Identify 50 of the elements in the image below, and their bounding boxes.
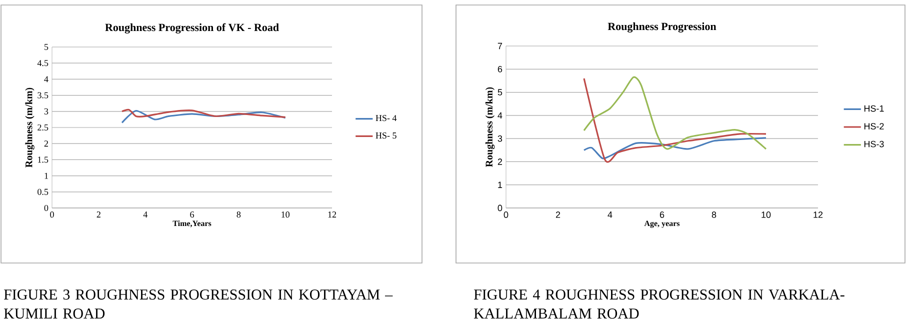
x-tick-label: 12	[328, 212, 336, 218]
x-tick-label: 12	[814, 212, 823, 218]
x-axis-title: Time,Years	[172, 220, 212, 228]
y-tick-label: 1	[498, 182, 502, 188]
legend-label: HS-2	[864, 123, 884, 130]
chart-title: Roughness Progression of VK - Road	[105, 23, 279, 34]
y-tick-label: 0.5	[38, 188, 48, 195]
x-tick-label: 0	[50, 212, 54, 218]
x-tick-label: 2	[556, 212, 560, 218]
x-tick-label: 0	[504, 212, 508, 218]
y-tick-label: 6	[498, 66, 502, 72]
caption: FIGURE 4 ROUGHNESS PROGRESSION IN VARKALA- KALLAMBALAM ROAD	[474, 290, 844, 319]
x-axis-title: Age, years	[644, 220, 680, 228]
y-tick-label: 5	[44, 44, 48, 50]
y-axis-title: Roughness (m/km)	[485, 87, 495, 167]
caption: FIGURE 3 ROUGHNESS PROGRESSION IN KOTTAYAM – KUMILI ROAD	[4, 290, 393, 319]
x-tick-label: 8	[236, 212, 241, 218]
legend-label: HS- 4	[376, 115, 397, 122]
y-tick-label: 1.5	[38, 156, 48, 163]
x-tick-label: 4	[143, 212, 148, 218]
chart-title: Roughness Progression	[608, 22, 716, 32]
x-tick-label: 8	[712, 212, 716, 218]
x-tick-label: 6	[660, 212, 664, 218]
y-tick-label: 3.5	[38, 92, 48, 98]
y-tick-label: 1	[44, 172, 48, 179]
y-tick-label: 0	[498, 204, 502, 212]
y-tick-label: 3	[44, 108, 48, 114]
x-tick-label: 6	[190, 212, 194, 218]
y-tick-label: 7	[498, 42, 502, 50]
legend-label: HS-3	[864, 140, 884, 148]
y-tick-label: 5	[498, 89, 502, 96]
y-tick-label: 0	[44, 204, 48, 212]
x-tick-label: 10	[282, 212, 290, 218]
line-series	[583, 137, 767, 160]
legend-label: HS- 5	[376, 132, 396, 139]
y-tick-label: 4	[44, 76, 48, 82]
y-tick-label: 4	[498, 112, 502, 119]
y-axis-title: Roughness (m/km)	[25, 88, 34, 168]
y-tick-label: 2	[498, 158, 502, 165]
line-series	[121, 108, 286, 118]
y-tick-label: 3	[498, 135, 502, 142]
y-tick-label: 2.5	[38, 124, 48, 131]
x-tick-label: 4	[608, 212, 612, 218]
y-tick-label: 2	[44, 140, 48, 147]
line-series	[121, 110, 286, 124]
legend-label: HS-1	[864, 105, 884, 112]
x-tick-label: 10	[762, 212, 771, 218]
x-tick-label: 2	[96, 212, 100, 218]
line-series	[583, 76, 767, 150]
y-tick-label: 4.5	[37, 60, 48, 66]
